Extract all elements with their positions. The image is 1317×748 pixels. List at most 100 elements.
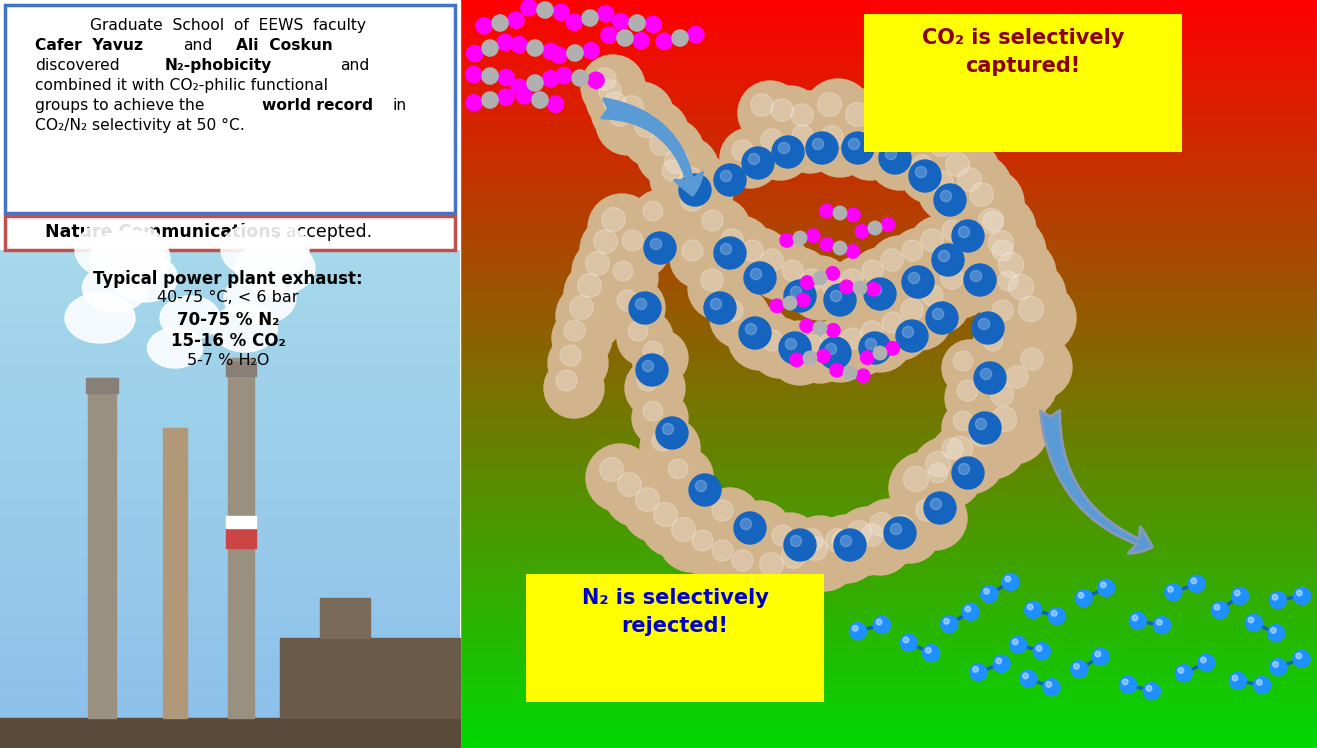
Circle shape <box>801 529 823 551</box>
Circle shape <box>1256 679 1262 685</box>
Circle shape <box>626 358 685 418</box>
Circle shape <box>556 370 577 391</box>
Circle shape <box>992 406 1017 432</box>
Circle shape <box>915 166 927 177</box>
Circle shape <box>1101 582 1106 588</box>
Bar <box>227 528 255 548</box>
Circle shape <box>884 517 917 549</box>
Circle shape <box>701 269 723 291</box>
Circle shape <box>1214 604 1220 610</box>
Circle shape <box>466 67 482 83</box>
Circle shape <box>840 280 853 293</box>
Circle shape <box>885 148 897 159</box>
Circle shape <box>586 444 655 512</box>
Circle shape <box>849 622 867 640</box>
Circle shape <box>645 16 661 32</box>
Circle shape <box>497 34 514 51</box>
Circle shape <box>668 459 687 479</box>
Circle shape <box>1009 275 1034 300</box>
Circle shape <box>712 540 734 561</box>
Circle shape <box>842 328 863 349</box>
Circle shape <box>940 616 957 633</box>
Circle shape <box>830 316 890 376</box>
Circle shape <box>790 536 802 547</box>
Circle shape <box>1233 675 1238 681</box>
Circle shape <box>630 292 661 324</box>
Circle shape <box>548 333 608 393</box>
Circle shape <box>1119 676 1137 693</box>
Circle shape <box>813 515 880 583</box>
Circle shape <box>890 228 950 288</box>
Circle shape <box>980 228 1040 288</box>
Circle shape <box>871 300 930 360</box>
Circle shape <box>553 4 569 20</box>
Circle shape <box>606 82 674 150</box>
Circle shape <box>1179 667 1184 673</box>
Circle shape <box>881 249 903 272</box>
Circle shape <box>969 663 986 681</box>
Circle shape <box>785 338 797 349</box>
Circle shape <box>668 176 732 240</box>
Ellipse shape <box>224 272 296 324</box>
Circle shape <box>498 70 514 85</box>
Circle shape <box>1146 685 1152 691</box>
Circle shape <box>868 126 932 190</box>
Circle shape <box>1191 578 1197 583</box>
Circle shape <box>520 0 537 16</box>
Circle shape <box>861 321 884 343</box>
Circle shape <box>614 261 632 280</box>
Circle shape <box>780 113 840 173</box>
Circle shape <box>979 319 989 330</box>
Circle shape <box>640 489 709 557</box>
Circle shape <box>466 95 482 111</box>
Circle shape <box>651 148 710 208</box>
Circle shape <box>632 390 687 446</box>
Circle shape <box>784 280 817 312</box>
Circle shape <box>976 418 986 429</box>
Circle shape <box>952 457 984 489</box>
Circle shape <box>1073 663 1080 669</box>
Circle shape <box>740 514 763 536</box>
Circle shape <box>482 92 498 108</box>
Circle shape <box>1197 654 1214 672</box>
Circle shape <box>1271 628 1276 634</box>
Text: discovered: discovered <box>36 58 120 73</box>
Circle shape <box>932 422 1005 494</box>
Circle shape <box>1133 615 1138 621</box>
Circle shape <box>790 353 803 367</box>
Text: Cafer  Yavuz: Cafer Yavuz <box>36 38 144 53</box>
Circle shape <box>745 539 814 607</box>
Circle shape <box>980 369 992 379</box>
Circle shape <box>1212 601 1229 619</box>
Circle shape <box>579 216 648 284</box>
Ellipse shape <box>75 220 165 280</box>
Circle shape <box>701 488 760 548</box>
Circle shape <box>1268 625 1285 642</box>
Circle shape <box>748 116 813 180</box>
Circle shape <box>636 488 660 512</box>
Circle shape <box>687 256 752 320</box>
Bar <box>281 638 460 718</box>
Circle shape <box>690 198 749 258</box>
Circle shape <box>784 296 797 310</box>
Circle shape <box>582 10 598 26</box>
Circle shape <box>672 518 695 542</box>
Circle shape <box>910 273 971 333</box>
Circle shape <box>847 208 860 221</box>
Circle shape <box>810 263 871 323</box>
Circle shape <box>1188 575 1205 592</box>
Circle shape <box>926 451 951 476</box>
Circle shape <box>921 229 943 251</box>
Circle shape <box>994 260 1065 332</box>
Circle shape <box>979 209 1004 233</box>
Circle shape <box>748 153 760 165</box>
Text: 40-75 °C, < 6 bar: 40-75 °C, < 6 bar <box>157 290 299 305</box>
Circle shape <box>651 239 661 250</box>
Circle shape <box>902 123 926 147</box>
Circle shape <box>739 317 770 349</box>
Circle shape <box>873 346 886 360</box>
Circle shape <box>587 194 656 262</box>
Circle shape <box>925 492 956 524</box>
Circle shape <box>741 147 774 179</box>
Circle shape <box>586 251 610 275</box>
